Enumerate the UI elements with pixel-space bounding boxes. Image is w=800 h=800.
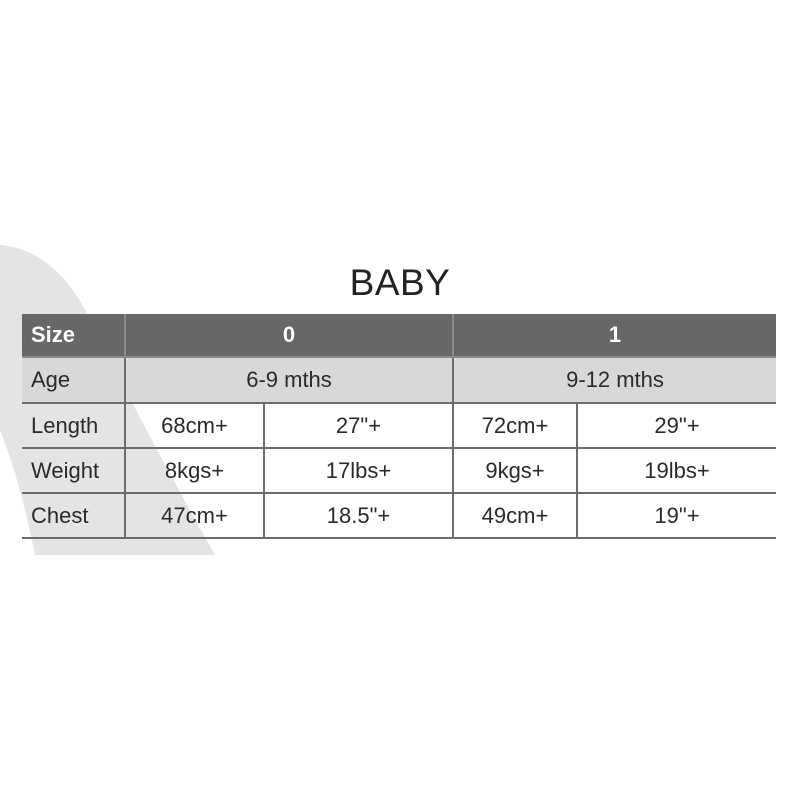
cell: 18.5"+ [263, 493, 453, 539]
cell: 17lbs+ [263, 448, 453, 494]
age-label: Age [22, 357, 125, 404]
size-header-row: Size 0 1 [22, 314, 776, 358]
cell: 19"+ [576, 493, 776, 539]
cell: 49cm+ [452, 493, 577, 539]
size-0-header: 0 [124, 314, 453, 358]
row-label: Chest [22, 493, 125, 539]
table-row-length: Length 68cm+ 27"+ 72cm+ 29"+ [22, 403, 776, 449]
row-label: Weight [22, 448, 125, 494]
cell: 9kgs+ [452, 448, 577, 494]
cell: 72cm+ [452, 403, 577, 449]
cell: 68cm+ [124, 403, 264, 449]
table-row-weight: Weight 8kgs+ 17lbs+ 9kgs+ 19lbs+ [22, 448, 776, 494]
cell: 47cm+ [124, 493, 264, 539]
cell: 19lbs+ [576, 448, 776, 494]
cell: 27"+ [263, 403, 453, 449]
cell: 29"+ [576, 403, 776, 449]
row-label: Length [22, 403, 125, 449]
cell: 8kgs+ [124, 448, 264, 494]
size-label: Size [22, 314, 125, 358]
age-size-1: 9-12 mths [452, 357, 776, 404]
table-row-chest: Chest 47cm+ 18.5"+ 49cm+ 19"+ [22, 493, 776, 539]
size-chart-table: Size 0 1 Age 6-9 mths 9-12 mths Length 6… [22, 314, 776, 539]
page-title: BABY [349, 262, 451, 303]
size-1-header: 1 [452, 314, 776, 358]
age-size-0: 6-9 mths [124, 357, 453, 404]
age-row: Age 6-9 mths 9-12 mths [22, 357, 776, 404]
